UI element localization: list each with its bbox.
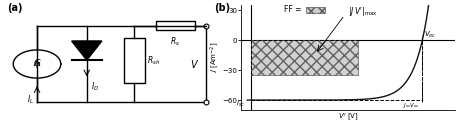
Text: $R_{sh}$: $R_{sh}$ bbox=[147, 55, 160, 67]
Text: (a): (a) bbox=[7, 3, 22, 13]
Bar bbox=[305, 7, 325, 13]
Polygon shape bbox=[72, 41, 102, 60]
X-axis label: $V'$ [V]: $V'$ [V] bbox=[337, 111, 358, 123]
Text: $V$: $V$ bbox=[190, 58, 199, 70]
Bar bbox=[156, 21, 195, 30]
Text: (b): (b) bbox=[213, 3, 230, 13]
Text: $I_{sc}$: $I_{sc}$ bbox=[235, 99, 245, 109]
Text: $I_D$: $I_D$ bbox=[91, 81, 99, 93]
Text: G: G bbox=[34, 60, 40, 68]
Text: $J_{sc}V_{oc}$: $J_{sc}V_{oc}$ bbox=[403, 101, 420, 110]
Bar bbox=[123, 38, 145, 83]
Bar bbox=[251, 40, 421, 100]
Bar bbox=[251, 40, 358, 75]
Text: FF =: FF = bbox=[283, 5, 303, 14]
Text: $I_L$: $I_L$ bbox=[27, 94, 34, 106]
Text: $V_{oc}$: $V_{oc}$ bbox=[423, 30, 436, 40]
Text: $|J\,V'|_{\rm max}$: $|J\,V'|_{\rm max}$ bbox=[348, 5, 377, 18]
Text: $R_s$: $R_s$ bbox=[170, 36, 180, 48]
Y-axis label: $J$ [Am$^{-2}$]: $J$ [Am$^{-2}$] bbox=[208, 42, 221, 73]
